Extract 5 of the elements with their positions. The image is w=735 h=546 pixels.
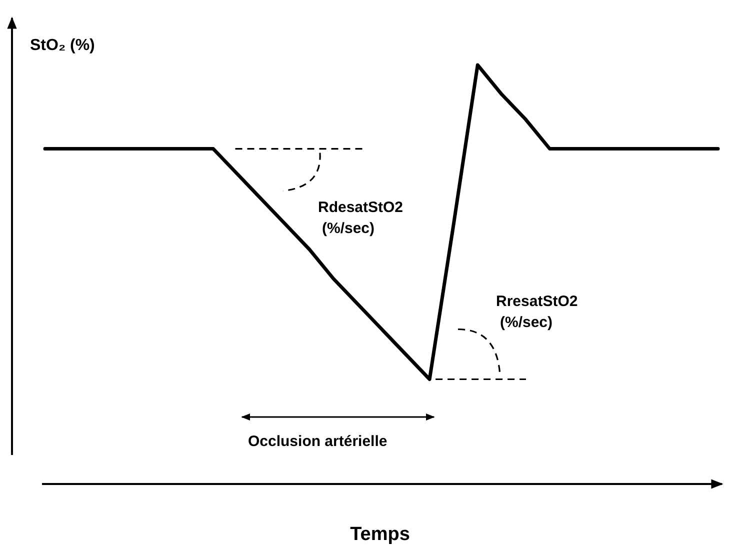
- annotation: Occlusion artérielle: [248, 433, 388, 450]
- annotation: RdesatStO2 (%/sec): [318, 199, 404, 237]
- y-axis-title: StO₂ (%): [30, 37, 95, 54]
- annotation: RresatStO2 (%/sec): [496, 293, 578, 331]
- x-axis-title: Temps: [350, 524, 410, 545]
